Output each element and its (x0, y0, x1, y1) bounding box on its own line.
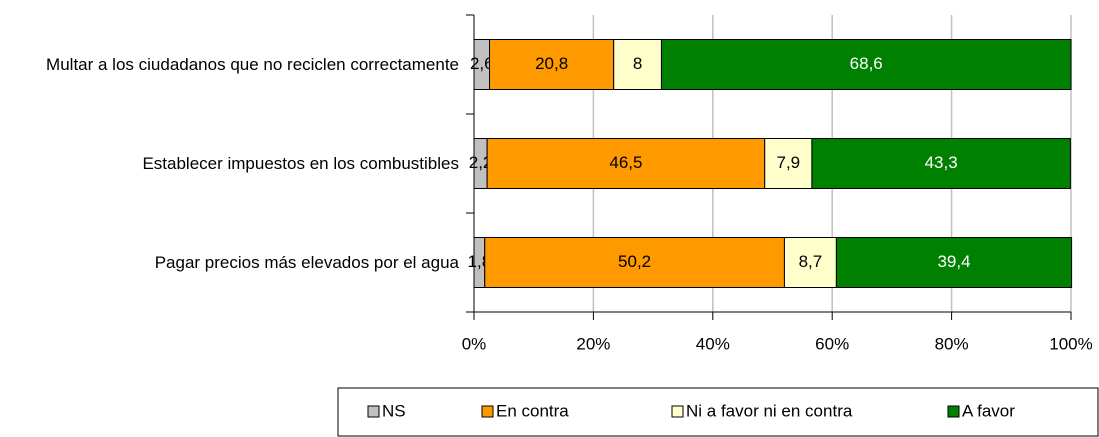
data-label: 39,4 (937, 252, 970, 271)
y-tick-label: Multar a los ciudadanos que no reciclen … (46, 35, 459, 95)
data-label: 8,7 (799, 252, 823, 271)
data-label: 20,8 (535, 54, 568, 73)
data-label: 2,6 (470, 54, 494, 73)
x-tick-label: 20% (576, 334, 610, 353)
legend-box (337, 387, 1099, 437)
legend-label: A favor (962, 401, 1015, 420)
y-tick-label-text: Establecer impuestos en los combustibles (142, 153, 459, 173)
bar-segment (835, 237, 1073, 288)
legend-label: Ni a favor ni en contra (686, 401, 853, 420)
x-tick-label: 100% (1049, 334, 1092, 353)
y-tick-label: Pagar precios más elevados por el agua (155, 233, 459, 293)
bar-segment (613, 39, 662, 90)
bar-segment (486, 138, 766, 189)
data-label: 7,9 (777, 153, 801, 172)
bar-segment (660, 39, 1072, 90)
legend-label: En contra (496, 401, 569, 420)
bar-segment (764, 138, 813, 189)
bar-segment (489, 39, 615, 90)
legend-swatch (481, 405, 494, 418)
bar-segment (811, 138, 1071, 189)
y-tick-label-text: Multar a los ciudadanos que no reciclen … (46, 54, 459, 74)
bar-segment (484, 237, 785, 288)
x-tick-label: 80% (935, 334, 969, 353)
bar-segment (783, 237, 837, 288)
legend-swatch (671, 405, 684, 418)
legend-label: NS (382, 401, 406, 420)
legend-swatch (947, 405, 960, 418)
data-label: 2,2 (469, 153, 493, 172)
data-label: 46,5 (609, 153, 642, 172)
y-tick-label-text: Pagar precios más elevados por el agua (154, 252, 459, 272)
data-label: 8 (633, 54, 642, 73)
legend-swatch (367, 405, 380, 418)
x-tick-label: 40% (696, 334, 730, 353)
data-label: 68,6 (850, 54, 883, 73)
x-tick-label: 60% (815, 334, 849, 353)
y-tick-label: Establecer impuestos en los combustibles (142, 134, 459, 194)
x-tick-label: 0% (462, 334, 487, 353)
data-label: 50,2 (618, 252, 651, 271)
data-label: 43,3 (925, 153, 958, 172)
